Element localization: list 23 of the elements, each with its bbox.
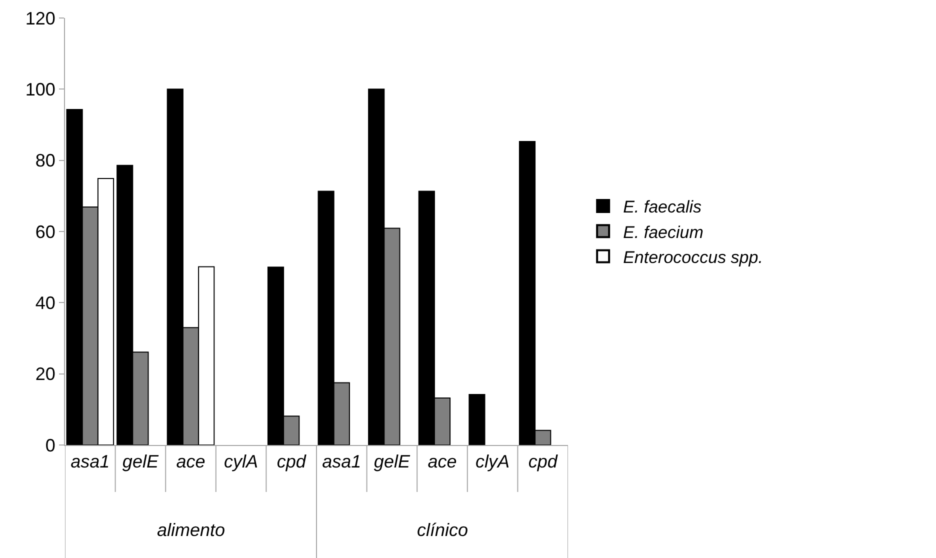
x-tick-label: ace (176, 452, 206, 472)
legend-label: E. faecium (623, 222, 704, 242)
x-tick-label: gelE (122, 452, 160, 472)
x-tick-label: asa1 (70, 452, 110, 472)
y-tick-label: 120 (25, 8, 56, 28)
text: alimento (157, 520, 226, 540)
y-tick-label: 100 (25, 79, 56, 100)
legend-label: E. faecalis (623, 198, 702, 217)
x-tick-label: gelE (374, 452, 411, 472)
y-tick-label: 20 (35, 364, 56, 384)
bar (468, 394, 486, 445)
x-tick-label: asa1 (322, 452, 362, 472)
y-tick-label: 60 (35, 222, 56, 242)
x-tick-label: cpd (528, 452, 558, 472)
text: clínico (417, 520, 468, 540)
x-tick-label: ace (428, 452, 457, 472)
y-tick-label: 80 (35, 150, 56, 171)
x-tick-label: clyA (476, 452, 510, 472)
x-tick-label: cpd (276, 452, 307, 472)
y-tick-label: 40 (35, 292, 56, 313)
y-tick-label: 0 (45, 435, 56, 456)
legend-label: Enterococcus spp. (623, 248, 763, 267)
x-tick-label: cylA (224, 452, 258, 472)
